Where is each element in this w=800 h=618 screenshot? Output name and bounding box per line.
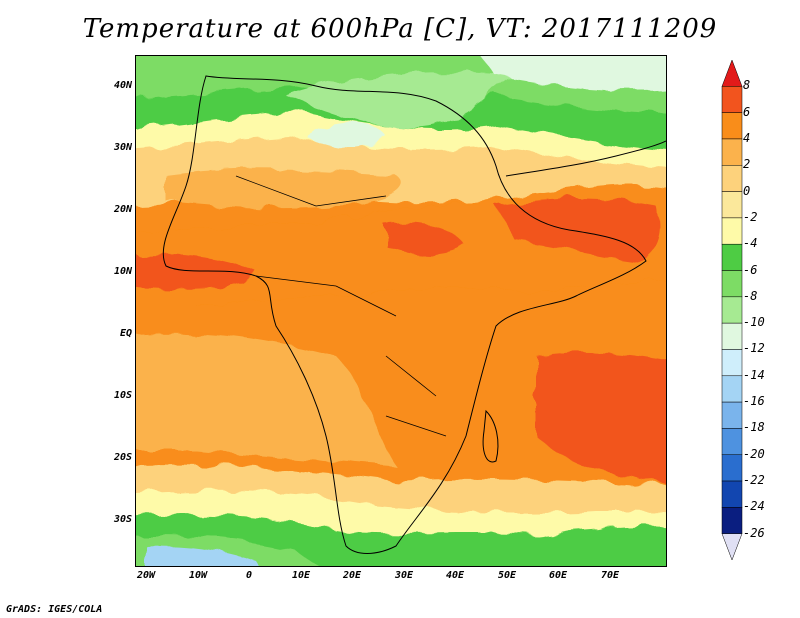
lon-label: 0 xyxy=(245,570,253,581)
colorbar-swatch xyxy=(721,454,743,482)
colorbar-swatch xyxy=(721,375,743,403)
colorbar-swatches xyxy=(721,59,743,561)
lat-label: 10S xyxy=(113,390,132,401)
country-borders xyxy=(235,175,447,437)
colorbar-swatch xyxy=(721,112,743,140)
colorbar-swatch xyxy=(721,59,743,87)
colorbar-swatch xyxy=(721,138,743,166)
colorbar-swatch xyxy=(721,349,743,377)
colorbar-label: -10 xyxy=(743,315,765,330)
colorbar-swatch xyxy=(721,428,743,455)
lon-label: 70E xyxy=(600,570,620,581)
colorbar-swatch xyxy=(721,165,743,192)
lat-label: 20S xyxy=(113,452,132,463)
colorbar-label: -16 xyxy=(743,394,765,409)
colorbar-label: -24 xyxy=(743,499,765,514)
lat-label: EQ xyxy=(119,328,132,339)
colorbar xyxy=(720,59,744,564)
field-patch-north xyxy=(481,56,666,91)
colorbar-label: 2 xyxy=(743,157,751,172)
colorbar-label: -12 xyxy=(743,341,765,356)
colorbar-label: -2 xyxy=(743,209,758,224)
lat-label: 30N xyxy=(113,142,132,153)
africa-coastline xyxy=(162,75,647,554)
lat-label: 40N xyxy=(113,80,132,91)
colorbar-label: -6 xyxy=(743,262,758,277)
field-zone-south-atlantic xyxy=(136,332,396,466)
lon-label: 10E xyxy=(291,570,311,581)
colorbar-swatch xyxy=(721,296,743,324)
colorbar-label: -8 xyxy=(743,288,758,303)
coastlines xyxy=(162,75,666,554)
lon-label: 40E xyxy=(445,570,465,581)
madagascar-coastline xyxy=(482,409,499,463)
lon-label: 20W xyxy=(136,570,156,581)
arabia-coast xyxy=(505,140,666,177)
map-title: Temperature at 600hPa [C], VT: 201711120… xyxy=(82,14,718,44)
field-zone-west-africa xyxy=(136,254,256,289)
colorbar-label: -14 xyxy=(743,367,765,382)
colorbar-swatch xyxy=(721,533,743,561)
map-plot-area xyxy=(135,55,667,567)
colorbar-swatch xyxy=(721,507,743,534)
colorbar-swatch xyxy=(721,86,743,113)
colorbar-swatch xyxy=(721,322,743,350)
colorbar-label: 8 xyxy=(743,78,751,93)
colorbar-label: -4 xyxy=(743,236,758,251)
temperature-field xyxy=(136,56,666,566)
lat-label: 30S xyxy=(113,514,132,525)
lon-label: 50E xyxy=(497,570,517,581)
colorbar-label: 6 xyxy=(743,104,751,119)
colorbar-label: 0 xyxy=(743,183,751,198)
credit-text: GrADS: IGES/COLA xyxy=(6,604,103,615)
lat-label: 20N xyxy=(113,204,132,215)
field-zone-arabia xyxy=(496,198,660,261)
lon-label: 10W xyxy=(188,570,208,581)
colorbar-swatch xyxy=(721,480,743,508)
colorbar-label: -20 xyxy=(743,446,765,461)
colorbar-swatch xyxy=(721,191,743,219)
field-zone-sudan xyxy=(386,224,466,256)
field-patch-south-minus14 xyxy=(146,545,260,566)
colorbar-swatch xyxy=(721,243,743,271)
colorbar-swatch xyxy=(721,217,743,245)
lon-label: 60E xyxy=(548,570,568,581)
colorbar-label: 4 xyxy=(743,130,751,145)
colorbar-label: -22 xyxy=(743,473,765,488)
colorbar-swatch xyxy=(721,270,743,298)
lat-label: 10N xyxy=(113,266,132,277)
field-patch-minus12 xyxy=(306,122,386,148)
colorbar-swatch xyxy=(721,401,743,429)
colorbar-label: -26 xyxy=(743,525,765,540)
field-zone-sahara xyxy=(166,170,403,209)
field-zone-indian-ocean xyxy=(536,351,666,484)
lon-label: 20E xyxy=(342,570,362,581)
lon-label: 30E xyxy=(394,570,414,581)
colorbar-label: -18 xyxy=(743,420,765,435)
